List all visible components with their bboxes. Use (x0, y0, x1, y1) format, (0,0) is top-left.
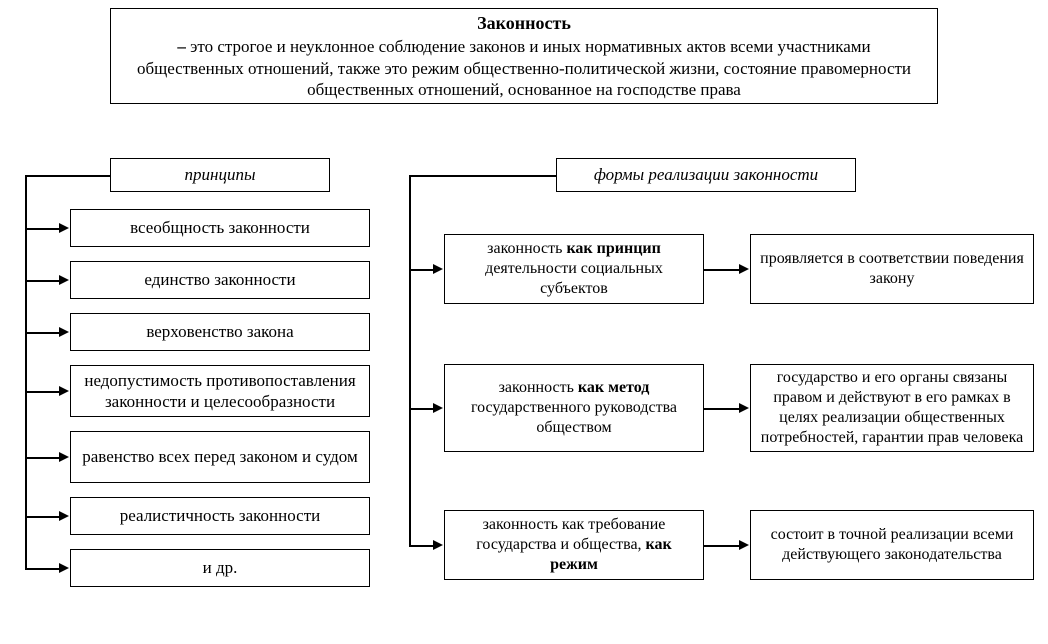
form-right-box: государство и его органы связаны правом … (750, 364, 1034, 452)
arrow-icon (59, 275, 69, 285)
form-right-box: состоит в точной реализации всеми действ… (750, 510, 1034, 580)
form-left-box: законность как метод государственного ру… (444, 364, 704, 452)
left-trunk-line (25, 175, 27, 568)
principle-box: верховенство закона (70, 313, 370, 351)
arrow-icon (739, 403, 749, 413)
forms-label-text: формы реализации законности (594, 164, 818, 185)
connector-line (25, 568, 60, 570)
form-left-bold: как метод (578, 379, 649, 396)
connector-line (25, 457, 60, 459)
form-left-bold: как режим (550, 536, 672, 573)
form-left-box: законность как требование государства и … (444, 510, 704, 580)
connector-line (704, 269, 740, 271)
principles-label: принципы (110, 158, 330, 192)
arrow-icon (59, 452, 69, 462)
definition-dash: – (177, 37, 190, 56)
arrow-icon (59, 327, 69, 337)
form-right-box: проявляется в соответствии поведения зак… (750, 234, 1034, 304)
principle-box: и др. (70, 549, 370, 587)
connector-line (25, 516, 60, 518)
definition-box: Законность – это строгое и неуклонное со… (110, 8, 938, 104)
connector-line (704, 408, 740, 410)
arrow-icon (739, 540, 749, 550)
connector-line (25, 391, 60, 393)
arrow-icon (59, 386, 69, 396)
diagram-stage: Законность – это строгое и неуклонное со… (0, 0, 1048, 644)
forms-label: формы реализации законности (556, 158, 856, 192)
connector-line (704, 545, 740, 547)
principle-box: реалистичность законности (70, 497, 370, 535)
principle-box: всеобщность законности (70, 209, 370, 247)
right-trunk-line (409, 175, 411, 545)
connector-line (25, 175, 110, 177)
principle-box: равенство всех перед законом и судом (70, 431, 370, 483)
arrow-icon (59, 563, 69, 573)
definition-text: это строгое и неуклонное соблюдение зако… (137, 37, 911, 99)
connector-line (409, 175, 556, 177)
arrow-icon (59, 511, 69, 521)
arrow-icon (433, 403, 443, 413)
connector-line (25, 332, 60, 334)
definition-body: – это строгое и неуклонное соблюдение за… (127, 36, 921, 100)
principle-box: единство законности (70, 261, 370, 299)
arrow-icon (59, 223, 69, 233)
principles-label-text: принципы (185, 164, 256, 185)
form-left-bold: как принцип (566, 240, 660, 257)
arrow-icon (433, 540, 443, 550)
form-left-box: законность как принцип деятельности соци… (444, 234, 704, 304)
arrow-icon (739, 264, 749, 274)
form-left-text: законность как требование государства и … (453, 515, 695, 575)
connector-line (25, 280, 60, 282)
form-left-text: законность как принцип деятельности соци… (453, 239, 695, 299)
arrow-icon (433, 264, 443, 274)
form-left-text: законность как метод государственного ру… (453, 378, 695, 438)
connector-line (409, 545, 434, 547)
connector-line (25, 228, 60, 230)
principle-box: недопустимость противопоставления законн… (70, 365, 370, 417)
connector-line (409, 269, 434, 271)
connector-line (409, 408, 434, 410)
definition-title: Законность (477, 12, 571, 35)
